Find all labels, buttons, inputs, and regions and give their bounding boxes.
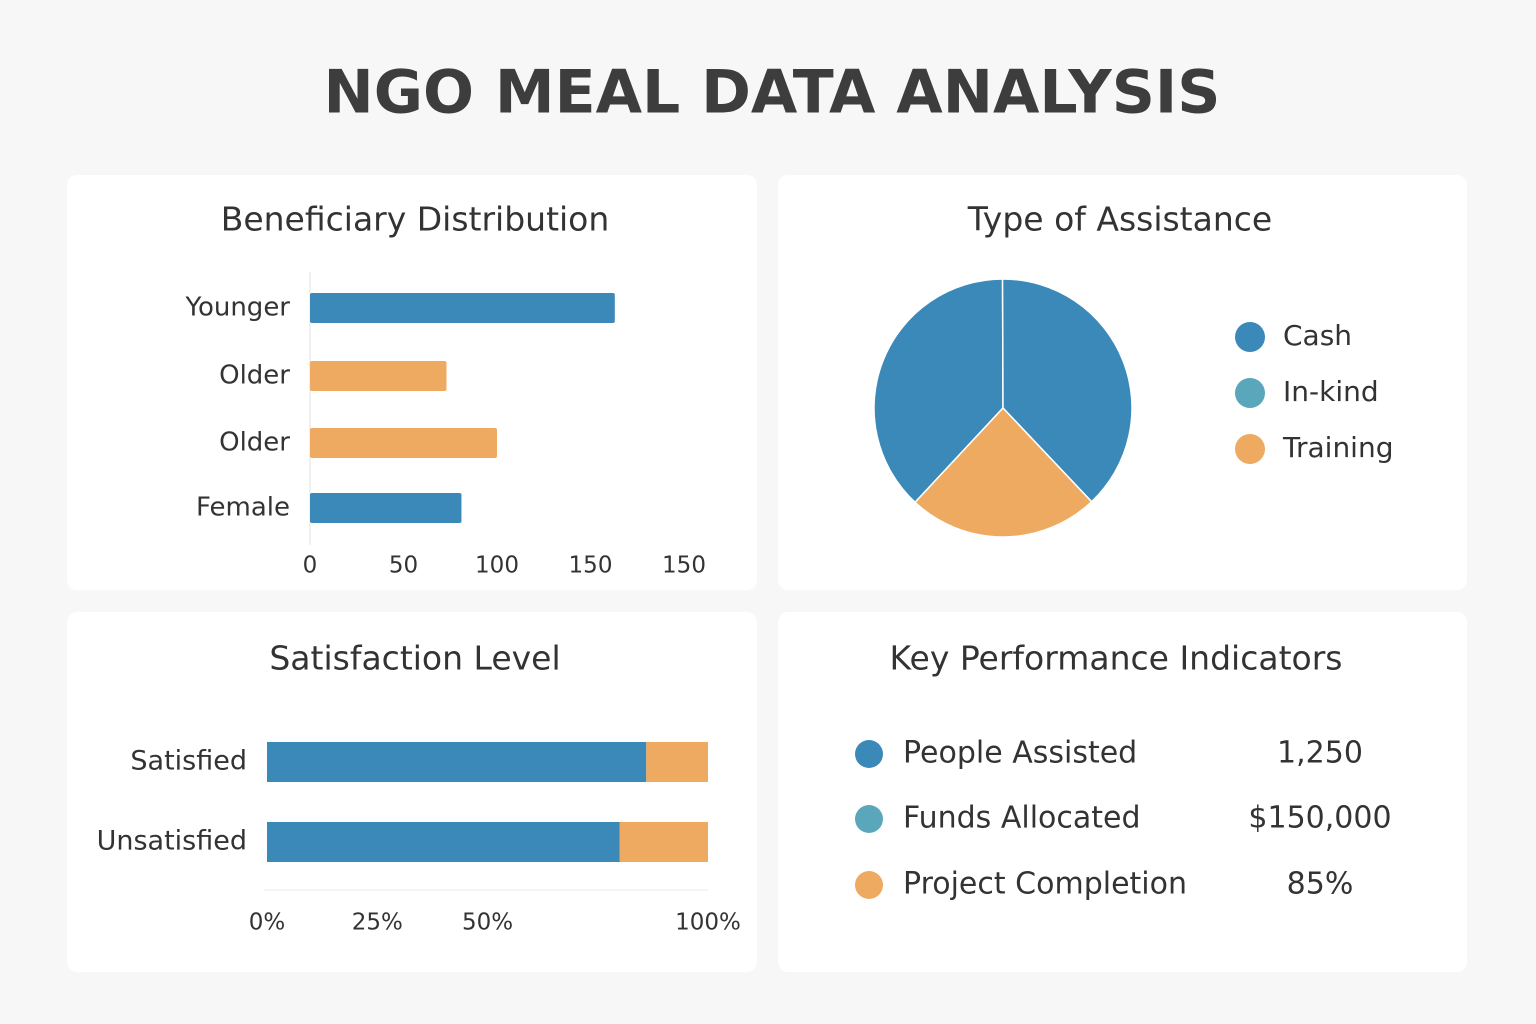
kpi-marker — [855, 740, 883, 768]
kpi-title: Key Performance Indicators — [890, 639, 1343, 678]
card — [778, 612, 1467, 972]
x-tick-label: 50% — [462, 910, 513, 936]
x-tick-label: 150 — [662, 553, 706, 579]
x-tick-label: 0% — [249, 910, 286, 936]
x-tick-label: 100 — [475, 553, 519, 579]
kpi-value: $150,000 — [1248, 801, 1391, 836]
y-tick-label: Female — [196, 493, 290, 523]
y-tick-label: Unsatisfied — [97, 826, 247, 857]
kpi-label: Project Completion — [903, 867, 1187, 902]
bar — [310, 428, 497, 458]
pie-slice — [873, 278, 1004, 504]
legend-marker — [1235, 322, 1265, 352]
legend-label: In-kind — [1283, 375, 1379, 408]
chart-title: Beneficiary Distribution — [221, 200, 610, 239]
kpi-value: 85% — [1287, 867, 1354, 902]
bar-segment — [619, 822, 708, 862]
kpi-label: People Assisted — [903, 736, 1137, 771]
bar — [310, 361, 447, 391]
bar-segment — [646, 742, 708, 782]
kpi-marker — [855, 871, 883, 899]
page-title: NGO MEAL DATA ANALYSIS — [324, 58, 1221, 128]
kpi-label: Funds Allocated — [903, 801, 1141, 836]
x-tick-label: 25% — [352, 910, 403, 936]
bar — [310, 293, 615, 323]
chart-title: Type of Assistance — [967, 200, 1272, 239]
bar-segment — [267, 742, 647, 782]
legend-marker — [1235, 378, 1265, 408]
kpi-value: 1,250 — [1277, 736, 1363, 771]
y-tick-label: Older — [219, 361, 290, 391]
chart-title: Satisfaction Level — [269, 639, 560, 678]
x-tick-label: 150 — [569, 553, 613, 579]
x-tick-label: 50 — [389, 553, 418, 579]
bar-segment — [267, 822, 620, 862]
pie-slice — [1001, 278, 1133, 503]
legend-marker — [1235, 434, 1265, 464]
kpi-marker — [855, 805, 883, 833]
x-tick-label: 100% — [675, 910, 741, 936]
y-tick-label: Older — [219, 428, 290, 458]
x-tick-label: 0 — [303, 553, 318, 579]
legend-label: Training — [1282, 431, 1393, 464]
legend-label: Cash — [1283, 319, 1352, 352]
y-tick-label: Satisfied — [130, 746, 247, 777]
y-tick-label: Younger — [185, 293, 291, 323]
bar — [310, 493, 462, 523]
card — [67, 612, 757, 972]
pie-slice — [913, 406, 1093, 538]
